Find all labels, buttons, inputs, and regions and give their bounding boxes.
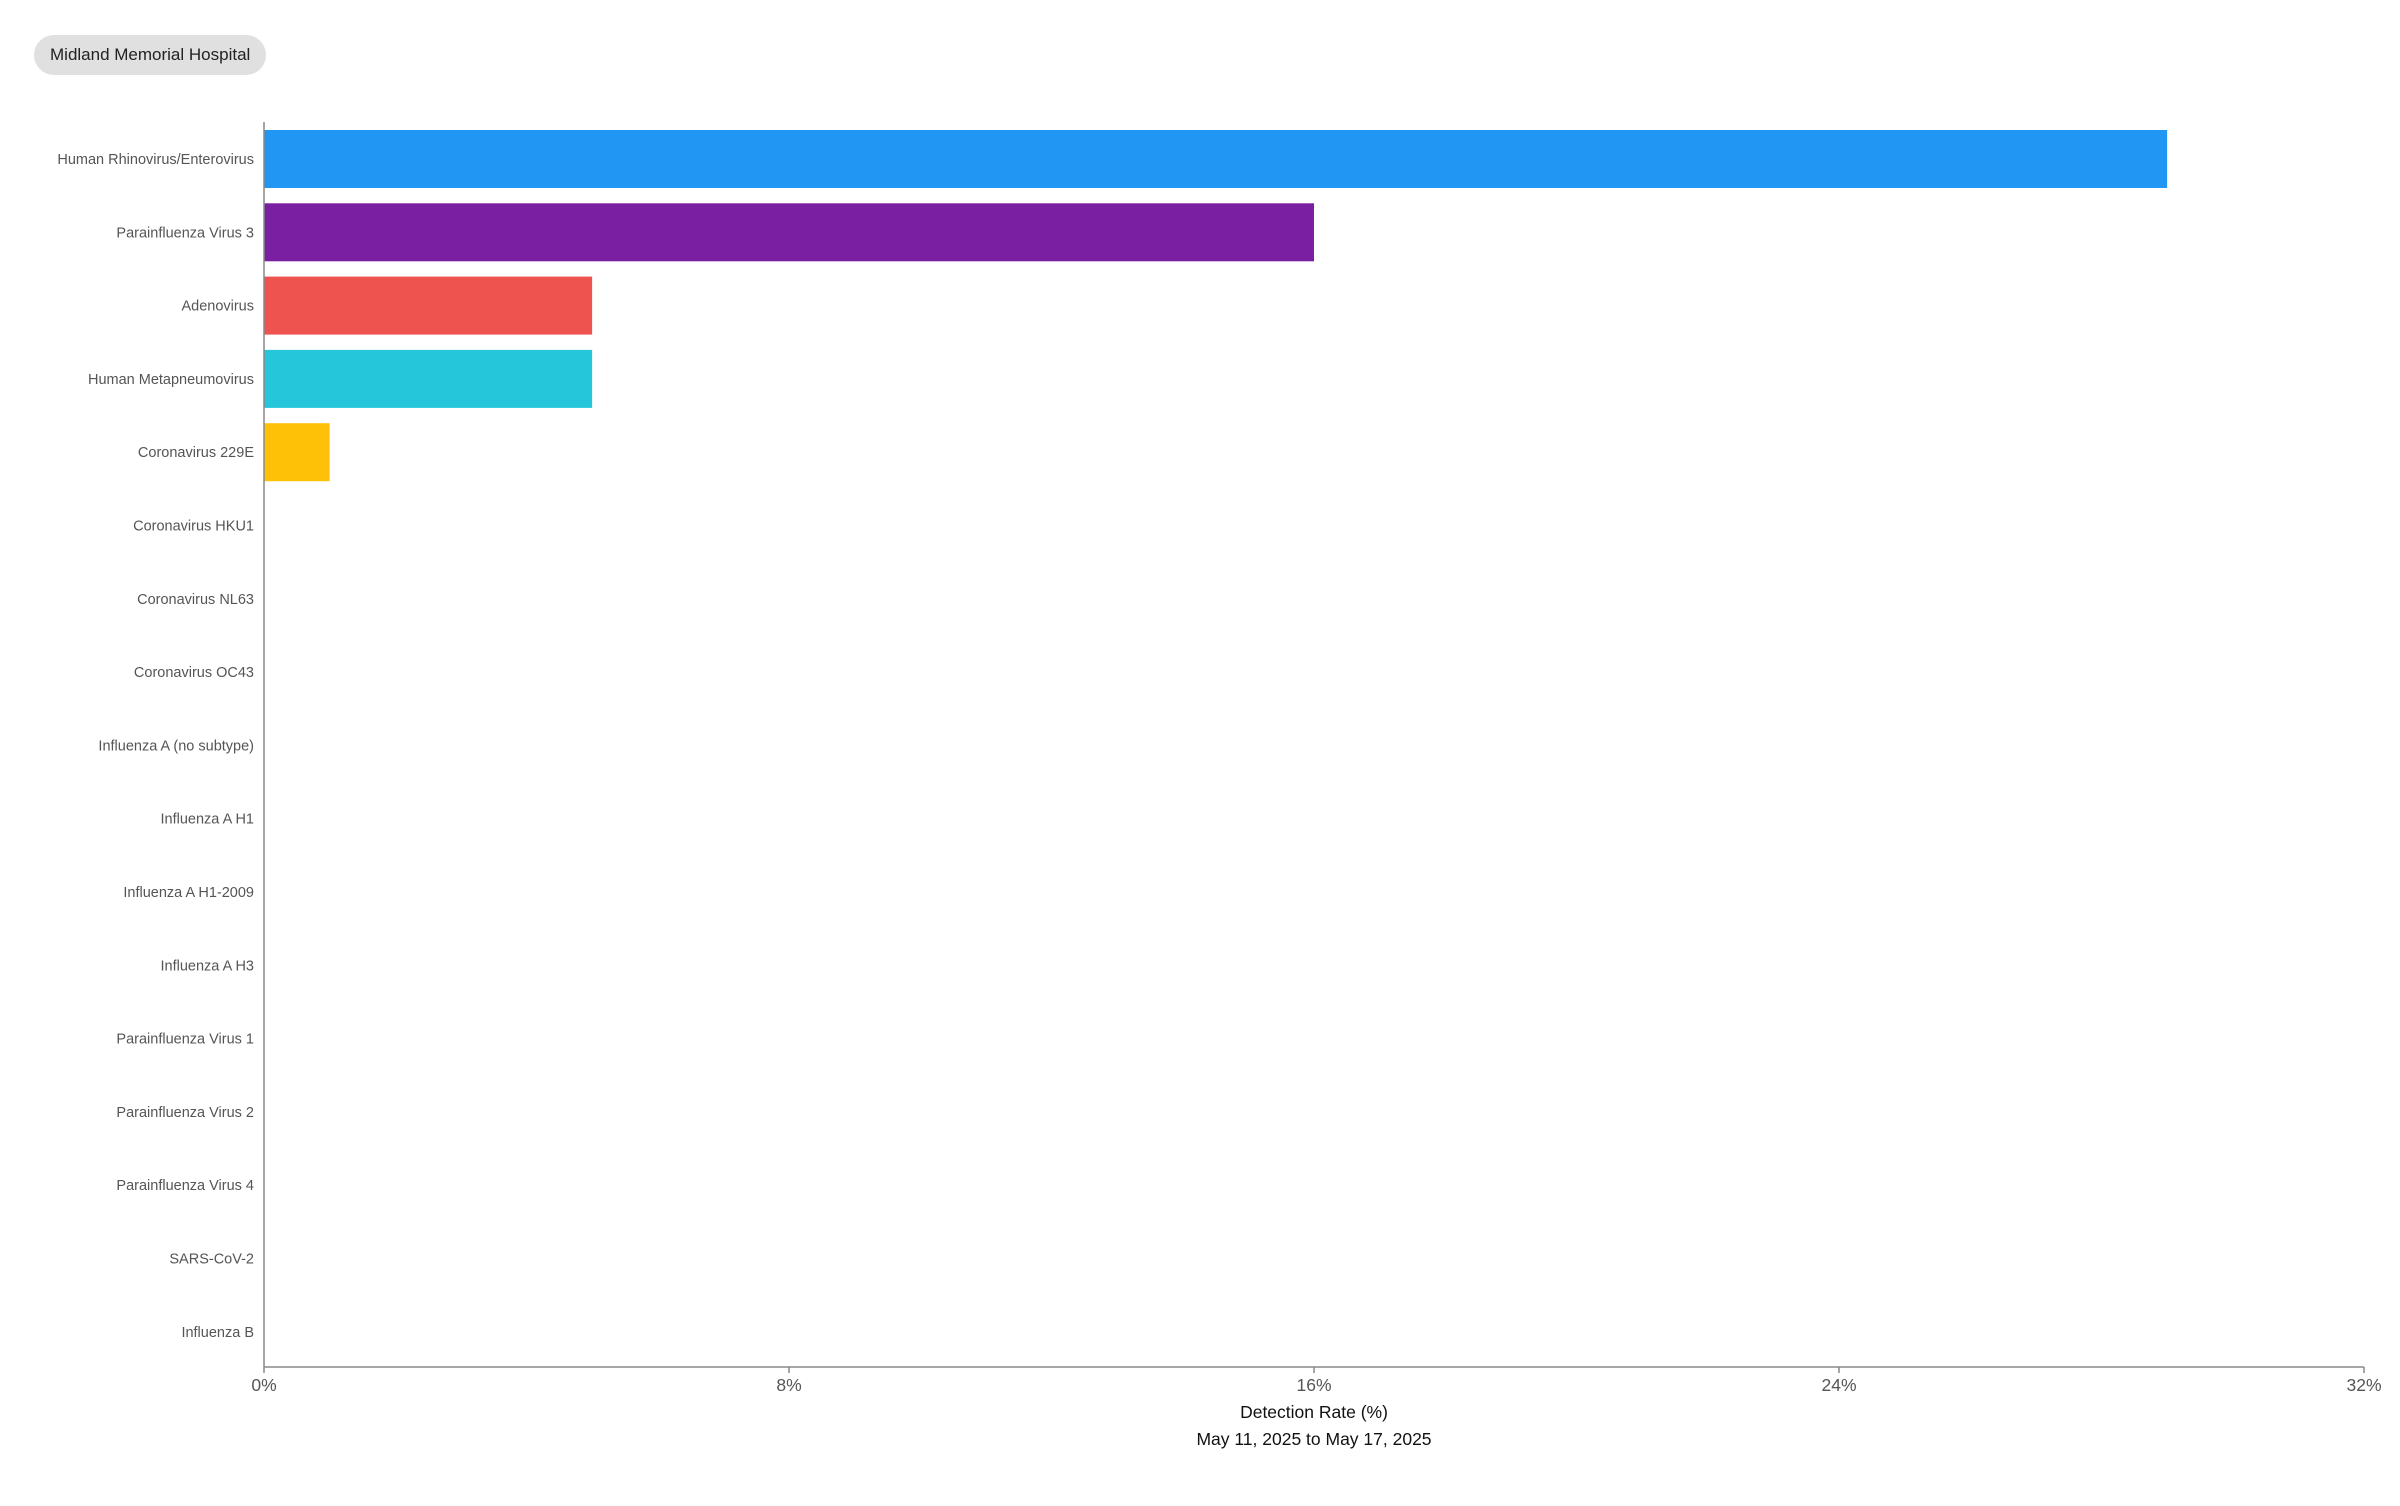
category-label: Influenza A (no subtype) — [98, 738, 254, 754]
x-tick-label: 16% — [1296, 1375, 1331, 1395]
bar-parainfluenza-virus-3[interactable] — [264, 203, 1314, 262]
x-axis-ticks: 0% 8% 16% 24% 32% — [251, 1367, 2382, 1395]
category-label: Parainfluenza Virus 4 — [116, 1178, 254, 1194]
date-range-label: May 11, 2025 to May 17, 2025 — [1196, 1429, 1431, 1449]
category-labels: Human Rhinovirus/Enterovirus Parainfluenz… — [57, 152, 254, 1341]
category-label: Influenza A H3 — [160, 958, 254, 974]
bars-group — [264, 130, 2168, 482]
category-label: Influenza A H1-2009 — [123, 885, 254, 901]
category-label: SARS-CoV-2 — [169, 1252, 254, 1268]
category-label: Coronavirus 229E — [138, 445, 254, 461]
category-label: Adenovirus — [181, 299, 254, 315]
x-tick-label: 32% — [2346, 1375, 2381, 1395]
category-label: Parainfluenza Virus 1 — [116, 1032, 254, 1048]
bar-human-rhinovirus-enterovirus[interactable] — [264, 130, 2168, 188]
hospital-filter-chip[interactable]: Midland Memorial Hospital — [34, 35, 267, 75]
category-label: Parainfluenza Virus 2 — [116, 1105, 254, 1121]
category-label: Influenza B — [181, 1325, 254, 1341]
x-axis-title: Detection Rate (%) — [1240, 1402, 1388, 1422]
bar-adenovirus[interactable] — [264, 276, 593, 335]
category-label: Coronavirus NL63 — [137, 592, 254, 608]
category-label: Parainfluenza Virus 3 — [116, 225, 254, 241]
category-label: Coronavirus HKU1 — [133, 519, 254, 535]
category-label: Human Metapneumovirus — [88, 372, 254, 388]
category-label: Influenza A H1 — [160, 812, 254, 828]
x-tick-label: 8% — [776, 1375, 801, 1395]
x-tick-label: 24% — [1821, 1375, 1856, 1395]
category-label: Human Rhinovirus/Enterovirus — [57, 152, 254, 168]
bar-human-metapneumovirus[interactable] — [264, 349, 593, 408]
category-label: Coronavirus OC43 — [134, 665, 254, 681]
bar-coronavirus-229e[interactable] — [264, 423, 330, 482]
x-tick-label: 0% — [251, 1375, 276, 1395]
